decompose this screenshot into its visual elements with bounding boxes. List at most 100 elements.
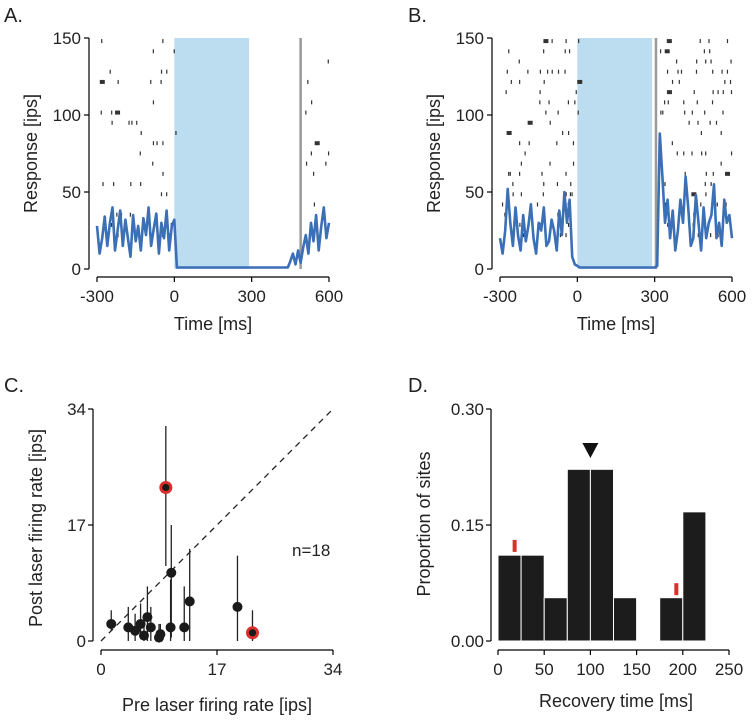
b-raster-spike (565, 171, 567, 176)
b-raster-spike (564, 49, 566, 54)
a-ytick-label: 0 (72, 260, 81, 279)
b-raster-spike (709, 49, 711, 54)
b-raster-spike (708, 39, 710, 44)
b-raster-spike (688, 120, 690, 125)
b-raster-spike (510, 79, 512, 84)
c-point (135, 618, 146, 629)
b-raster-spike (543, 39, 549, 44)
b-raster-spike (715, 120, 718, 125)
b-raster-spike (520, 192, 522, 197)
b-raster-spike (666, 69, 669, 74)
a-raster-spike (327, 151, 330, 156)
b-raster-spike (676, 151, 678, 156)
b-raster-spike (564, 69, 566, 74)
b-raster-spike (676, 59, 678, 64)
a-ytick-label: 100 (53, 106, 81, 125)
b-raster-spike (557, 69, 560, 74)
a-raster-spike (310, 151, 312, 156)
b-raster-spike (547, 69, 549, 74)
a-raster-spike (129, 212, 131, 217)
b-raster-spike (684, 110, 686, 115)
b-raster-spike (716, 202, 718, 207)
a-raster-spike (102, 182, 104, 187)
a-raster-spike (307, 79, 309, 84)
b-raster-spike (568, 49, 571, 54)
a-xtick-label: 300 (237, 287, 265, 306)
b-raster-spike (575, 90, 577, 95)
a-raster-spike (162, 39, 164, 44)
a-raster-spike (173, 49, 175, 54)
b-raster-spike (565, 192, 567, 197)
b-ytick-label: 50 (465, 183, 484, 202)
b-raster-spike (684, 171, 686, 176)
a-raster-spike (111, 110, 113, 115)
b-raster-spike (562, 130, 564, 135)
b-raster-spike (705, 192, 707, 197)
a-ytick-label: 150 (53, 29, 81, 48)
b-raster-spike (722, 90, 724, 95)
b-raster-spike (506, 130, 512, 135)
d-ytick-label: 0.15 (451, 516, 484, 535)
a-raster-spike (152, 141, 155, 146)
b-raster-spike (729, 79, 732, 84)
a-raster-spike (160, 69, 163, 74)
d-xtick-label: 150 (622, 660, 650, 679)
a-raster-spike (152, 49, 154, 54)
panel-a-label: A. (4, 5, 23, 27)
d-bar (613, 597, 638, 642)
c-point (248, 629, 257, 637)
b-raster-spike (730, 59, 732, 64)
a-ytick-label: 50 (62, 183, 81, 202)
a-raster-spike (140, 182, 142, 187)
a-raster-spike (166, 69, 168, 74)
a-raster-spike (109, 69, 111, 74)
d-xtick-label: 0 (493, 660, 502, 679)
panel-b: B. 0 50 100 150 -300 0 300 600 Response [ips] T… (408, 5, 746, 334)
panel-c-identity-line (100, 408, 334, 642)
b-raster-spike (501, 202, 504, 207)
a-xtick-label: -300 (80, 287, 114, 306)
b-raster-spike (520, 161, 522, 166)
c-point (138, 630, 149, 641)
b-raster-spike (528, 141, 530, 146)
b-raster-spike (697, 120, 699, 125)
a-raster-spike (115, 110, 121, 115)
b-raster-spike (697, 233, 699, 238)
b-raster-spike (705, 59, 707, 64)
a-raster-spike (128, 120, 130, 125)
panel-d: D. 0.00 0.15 0.30 0 50 100 150 200 250 Proportio… (408, 375, 743, 711)
b-raster-spike (726, 39, 729, 44)
b-xtick-label: 0 (573, 287, 582, 306)
a-xtick-label: 0 (170, 287, 179, 306)
a-raster-spike (175, 130, 177, 135)
b-raster-spike (712, 171, 714, 176)
a-raster-spike (152, 100, 155, 105)
panel-d-xlabel: Recovery time [ms] (539, 691, 693, 711)
b-raster-spike (701, 151, 703, 156)
a-raster-spike (160, 192, 163, 197)
b-raster-spike (519, 79, 521, 84)
c-ytick-label: 17 (67, 516, 86, 535)
b-raster-spike (551, 69, 553, 74)
b-raster-spike (691, 110, 693, 115)
c-ytick-label: 34 (67, 400, 86, 419)
c-xtick-label: 17 (208, 660, 227, 679)
b-raster-spike (545, 110, 547, 115)
b-raster-spike (539, 90, 541, 95)
b-raster-spike (693, 90, 695, 95)
b-raster-spike (572, 161, 575, 166)
panel-a: A. 0 50 100 150 -300 0 300 600 Response [ips] T… (4, 5, 343, 334)
a-raster-spike (131, 120, 133, 125)
b-raster-spike (508, 171, 510, 176)
b-raster-spike (574, 100, 576, 105)
panel-c-ylabel: Post laser firing rate [ips] (26, 429, 46, 627)
b-raster-spike (683, 151, 685, 156)
b-raster-spike (542, 192, 544, 197)
panel-c-xlabel: Pre laser firing rate [ips] (122, 695, 312, 715)
b-raster-spike (660, 110, 662, 115)
a-raster-spike (311, 100, 313, 105)
panel-a-axes: 0 50 100 150 -300 0 300 600 (53, 29, 344, 306)
panel-c-axes: 0 17 34 0 17 34 (67, 400, 342, 679)
d-bar (682, 511, 707, 642)
b-raster-spike (539, 100, 541, 105)
